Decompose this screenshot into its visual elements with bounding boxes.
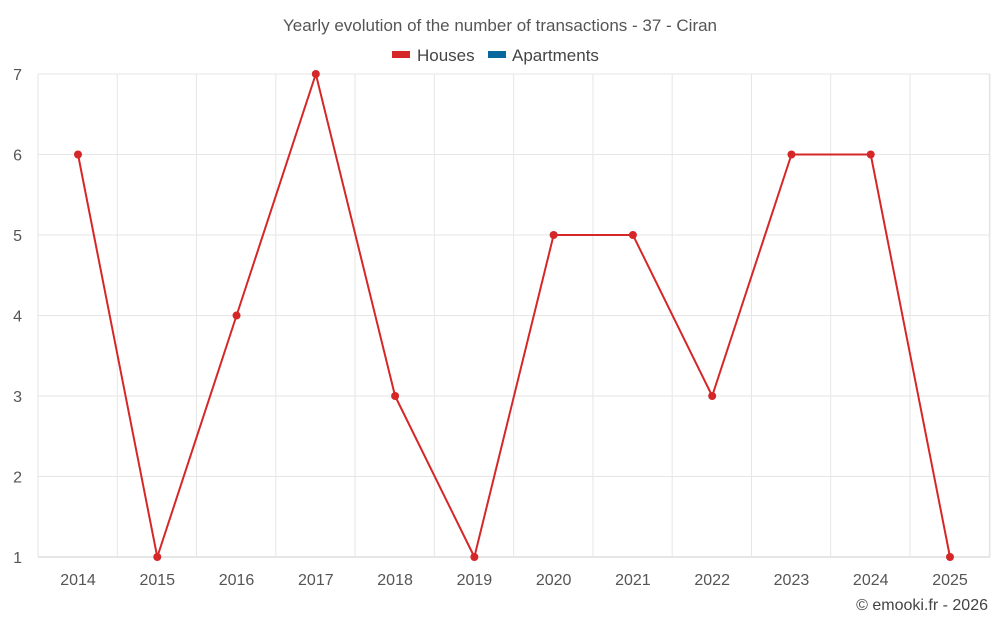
legend-item-houses[interactable]: Houses [392,46,475,65]
x-tick-label: 2015 [139,572,175,589]
x-tick-label: 2025 [932,572,968,589]
data-point-houses[interactable] [74,150,82,159]
x-tick-label: 2016 [219,572,255,589]
legend-label-apartments: Apartments [512,46,599,65]
x-tick-label: 2019 [457,572,493,589]
data-point-houses[interactable] [866,150,875,159]
y-tick-label: 5 [13,228,22,245]
x-tick-label: 2014 [60,572,96,589]
y-tick-label: 4 [13,309,22,326]
x-tick-label: 2023 [774,572,810,589]
data-point-houses[interactable] [787,150,796,159]
x-tick-label: 2018 [377,572,413,589]
x-tick-label: 2024 [853,572,889,589]
x-tick-label: 2020 [536,572,572,589]
series-line-houses [77,73,951,558]
legend-swatch-apartments [488,51,506,58]
legend-label-houses: Houses [417,46,475,65]
data-point-houses[interactable] [391,392,400,400]
y-tick-label: 3 [13,389,22,406]
credit-text: © emooki.fr - 2026 [856,597,988,614]
x-tick-label: 2022 [694,572,730,589]
legend: Houses Apartments [392,46,599,65]
data-point-houses[interactable] [628,231,637,239]
data-point-houses[interactable] [470,553,479,561]
y-tick-label: 1 [13,550,22,567]
y-tick-label: 7 [13,67,22,84]
x-axis-ticks: 2014 2015 2016 2017 2018 2019 2020 2021 2022 2023… [60,572,968,589]
grid [37,73,991,558]
y-tick-label: 2 [13,470,22,487]
y-axis-ticks: 1 2 3 4 5 6 7 [13,67,22,567]
legend-swatch-houses [392,51,410,58]
y-tick-label: 6 [13,148,22,165]
data-point-houses[interactable] [946,553,954,561]
data-point-houses[interactable] [311,70,320,78]
series-houses [74,70,954,561]
x-tick-label: 2017 [298,572,334,589]
data-point-houses[interactable] [549,231,558,239]
chart-title: Yearly evolution of the number of transa… [283,16,717,35]
data-point-houses[interactable] [708,392,717,400]
x-tick-label: 2021 [615,572,651,589]
data-point-houses[interactable] [153,553,162,561]
legend-item-apartments[interactable]: Apartments [488,46,599,65]
data-point-houses[interactable] [232,311,241,320]
